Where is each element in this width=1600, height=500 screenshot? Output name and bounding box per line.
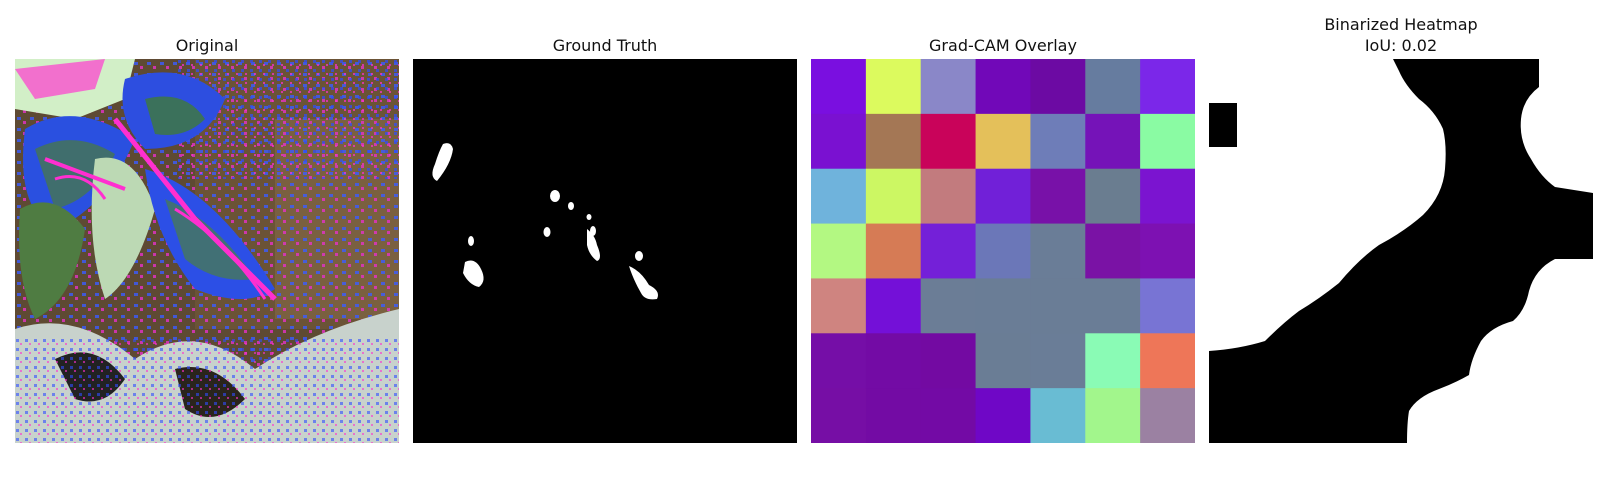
panel-title: Binarized Heatmap (1324, 15, 1478, 34)
gradcam-cell (865, 113, 922, 170)
gradcam-cell (865, 333, 922, 389)
panel-ground-truth: Ground Truth (413, 0, 797, 500)
gradcam-cell (1085, 333, 1141, 389)
gradcam-cell (1030, 388, 1086, 443)
gradcam-cell (1030, 333, 1086, 389)
gradcam-cell (920, 59, 977, 115)
gradcam-cell (1030, 278, 1086, 334)
gradcam-cell (975, 333, 1031, 389)
gradcam-cell (811, 388, 867, 443)
gradcam-cell (975, 223, 1031, 279)
panel-original: Original (15, 0, 399, 500)
binarized-heatmap (1209, 59, 1593, 443)
gradcam-heatmap (811, 59, 1195, 443)
gradcam-cell (1085, 278, 1141, 334)
gradcam-cell (975, 59, 1031, 115)
gradcam-cell (920, 223, 977, 279)
gradcam-cell (975, 388, 1031, 443)
gradcam-cell (920, 113, 977, 170)
gradcam-cell (1140, 113, 1195, 170)
gradcam-cell (975, 278, 1031, 334)
gradcam-cell (865, 278, 922, 334)
gradcam-cell (1140, 59, 1195, 115)
gradcam-cell (975, 113, 1031, 170)
gradcam-cell (865, 168, 922, 225)
gradcam-cell (1085, 388, 1141, 443)
gradcam-cell (1085, 223, 1141, 279)
gradcam-cell (1030, 223, 1086, 279)
gradcam-cell (1030, 113, 1086, 170)
gradcam-cell (1085, 59, 1141, 115)
gradcam-cell (1085, 168, 1141, 225)
panel-title: Original (175, 36, 239, 55)
gradcam-cell (865, 59, 922, 115)
gradcam-cell (975, 168, 1031, 225)
gradcam-cell (811, 59, 867, 115)
gradcam-cell (865, 223, 922, 279)
gradcam-cell (1140, 168, 1195, 225)
gradcam-cell (1140, 278, 1195, 334)
gradcam-cell (811, 113, 867, 170)
gradcam-cell (811, 223, 867, 279)
panel-binarized: Binarized Heatmap IoU: 0.02 (1209, 0, 1593, 500)
gradcam-cell (811, 333, 867, 389)
gradcam-cell (920, 278, 977, 334)
gradcam-cell (1140, 333, 1195, 389)
original-image (15, 59, 399, 443)
gradcam-cell (1140, 223, 1195, 279)
panel-gradcam: Grad-CAM Overlay (811, 0, 1195, 500)
panel-title: Ground Truth (552, 36, 658, 55)
gradcam-cell (865, 388, 922, 443)
gradcam-cell (1085, 113, 1141, 170)
gradcam-cell (1030, 59, 1086, 115)
gradcam-cell (811, 278, 867, 334)
gradcam-cell (1030, 168, 1086, 225)
gradcam-cell (1140, 388, 1195, 443)
panel-subtitle-iou: IoU: 0.02 (1364, 36, 1438, 55)
ground-truth-mask (413, 59, 797, 443)
gradcam-cell (920, 168, 977, 225)
panel-title: Grad-CAM Overlay (929, 36, 1077, 55)
gradcam-cell (920, 388, 977, 443)
gradcam-cell (920, 333, 977, 389)
gradcam-cell (811, 168, 867, 225)
